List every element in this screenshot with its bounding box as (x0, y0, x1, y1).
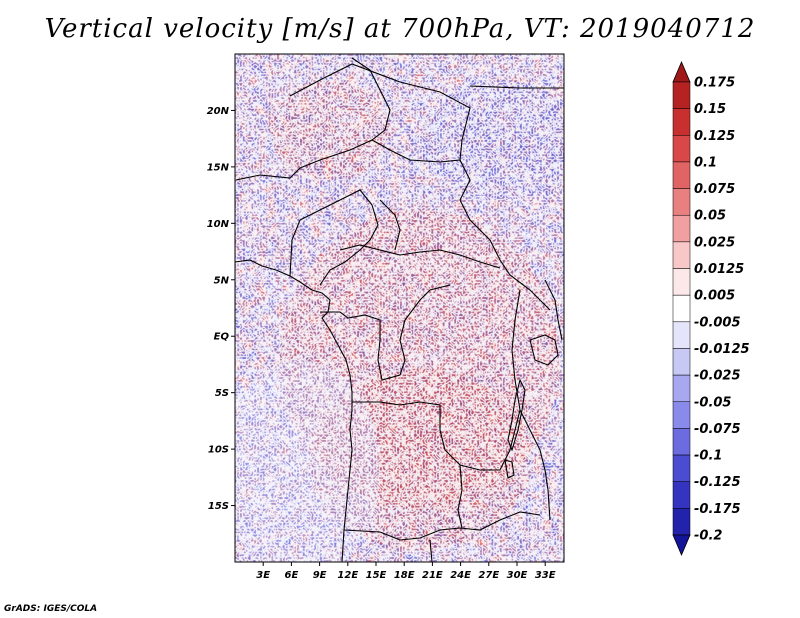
colorbar-band (672, 428, 691, 456)
lat-tick-label: 5N (214, 275, 230, 286)
colorbar-level-label: -0.2 (694, 529, 722, 544)
border (371, 139, 551, 311)
colorbar-band (672, 81, 691, 109)
coastline (544, 279, 563, 341)
lon-tick-label: 24E (450, 570, 471, 581)
colorbar-band (672, 161, 691, 189)
lon-tick-label: 3E (256, 570, 270, 581)
colorbar-band (672, 214, 691, 243)
lon-tick-label: 15E (366, 570, 387, 581)
colorbar-level-label: 0.075 (694, 182, 735, 197)
coastlines-borders (234, 57, 564, 563)
border (289, 189, 379, 286)
border (343, 511, 541, 541)
colorbar-band (672, 268, 691, 296)
lake (529, 334, 559, 366)
border (289, 63, 471, 161)
colorbar-level-label: 0.005 (694, 289, 735, 304)
border (457, 464, 463, 529)
colorbar-band (672, 348, 691, 376)
colorbar-level-label: 0.025 (694, 235, 735, 250)
colorbar-level-label: 0.15 (694, 102, 726, 117)
border (339, 244, 501, 269)
lake (507, 378, 526, 452)
map-title: Vertical velocity [m/s] at 700hPa, VT: 2… (44, 14, 756, 44)
lake (504, 459, 515, 479)
lat-tick-label: 15S (208, 501, 229, 512)
longitude-axis: 3E 6E 9E 12E 15E 18E 21E 24E 27E 30E 33E (256, 562, 556, 581)
border (379, 199, 401, 251)
colorbar: 0.175 0.15 0.125 0.1 0.075 0.05 0.025 0.0125 0.0… (672, 60, 750, 557)
lat-tick-label: 20N (207, 106, 230, 117)
colorbar-band (672, 374, 691, 403)
lat-tick-label: 5S (215, 388, 229, 399)
coastline (234, 259, 353, 563)
colorbar-level-label: -0.175 (694, 502, 741, 517)
colorbar-level-label: 0.0125 (694, 262, 744, 277)
colorbar-level-label: 0.05 (694, 209, 726, 224)
colorbar-level-label: 0.125 (694, 129, 735, 144)
colorbar-band (672, 294, 691, 323)
lat-tick-label: 10N (207, 219, 230, 230)
colorbar-level-label: 0.175 (694, 76, 735, 91)
map-frame (234, 53, 565, 563)
colorbar-band (672, 401, 691, 429)
lon-tick-label: 27E (478, 570, 499, 581)
velocity-field (235, 54, 564, 562)
colorbar-level-label: -0.005 (694, 315, 741, 330)
colorbar-band (672, 188, 691, 216)
border (469, 85, 564, 89)
colorbar-level-label: -0.125 (694, 475, 741, 490)
border (352, 401, 521, 471)
colorbar-band (672, 508, 691, 536)
colorbar-band (672, 454, 691, 482)
colorbar-band (672, 481, 691, 509)
colorbar-level-label: -0.075 (694, 422, 741, 437)
border (235, 57, 391, 181)
colorbar-level-label: -0.1 (694, 449, 722, 464)
colorbar-band (672, 135, 691, 163)
lon-tick-label: 18E (394, 570, 415, 581)
latitude-axis: 20N 15N 10N 5N EQ 5S 10S 15S (207, 106, 235, 512)
lon-tick-label: 30E (507, 570, 528, 581)
colorbar-band (672, 534, 691, 557)
border (320, 284, 451, 381)
lat-tick-label: 15N (207, 162, 230, 173)
border (429, 539, 433, 563)
colorbar-level-label: -0.05 (694, 395, 731, 410)
lon-tick-label: 33E (535, 570, 556, 581)
border (511, 289, 551, 521)
lon-tick-label: 12E (337, 570, 358, 581)
colorbar-level-label: -0.0125 (694, 342, 750, 357)
colorbar-level-label: 0.1 (694, 155, 717, 170)
lon-tick-label: 21E (422, 570, 443, 581)
lon-tick-label: 9E (313, 570, 327, 581)
colorbar-band (672, 108, 691, 136)
lat-tick-label: EQ (214, 332, 230, 343)
lon-tick-label: 6E (285, 570, 299, 581)
lat-tick-label: 10S (208, 445, 229, 456)
colorbar-band (672, 241, 691, 269)
grads-credit: GrADS: IGES/COLA (4, 604, 98, 614)
colorbar-level-label: -0.025 (694, 369, 741, 384)
colorbar-band (672, 321, 691, 349)
colorbar-band (672, 60, 691, 83)
